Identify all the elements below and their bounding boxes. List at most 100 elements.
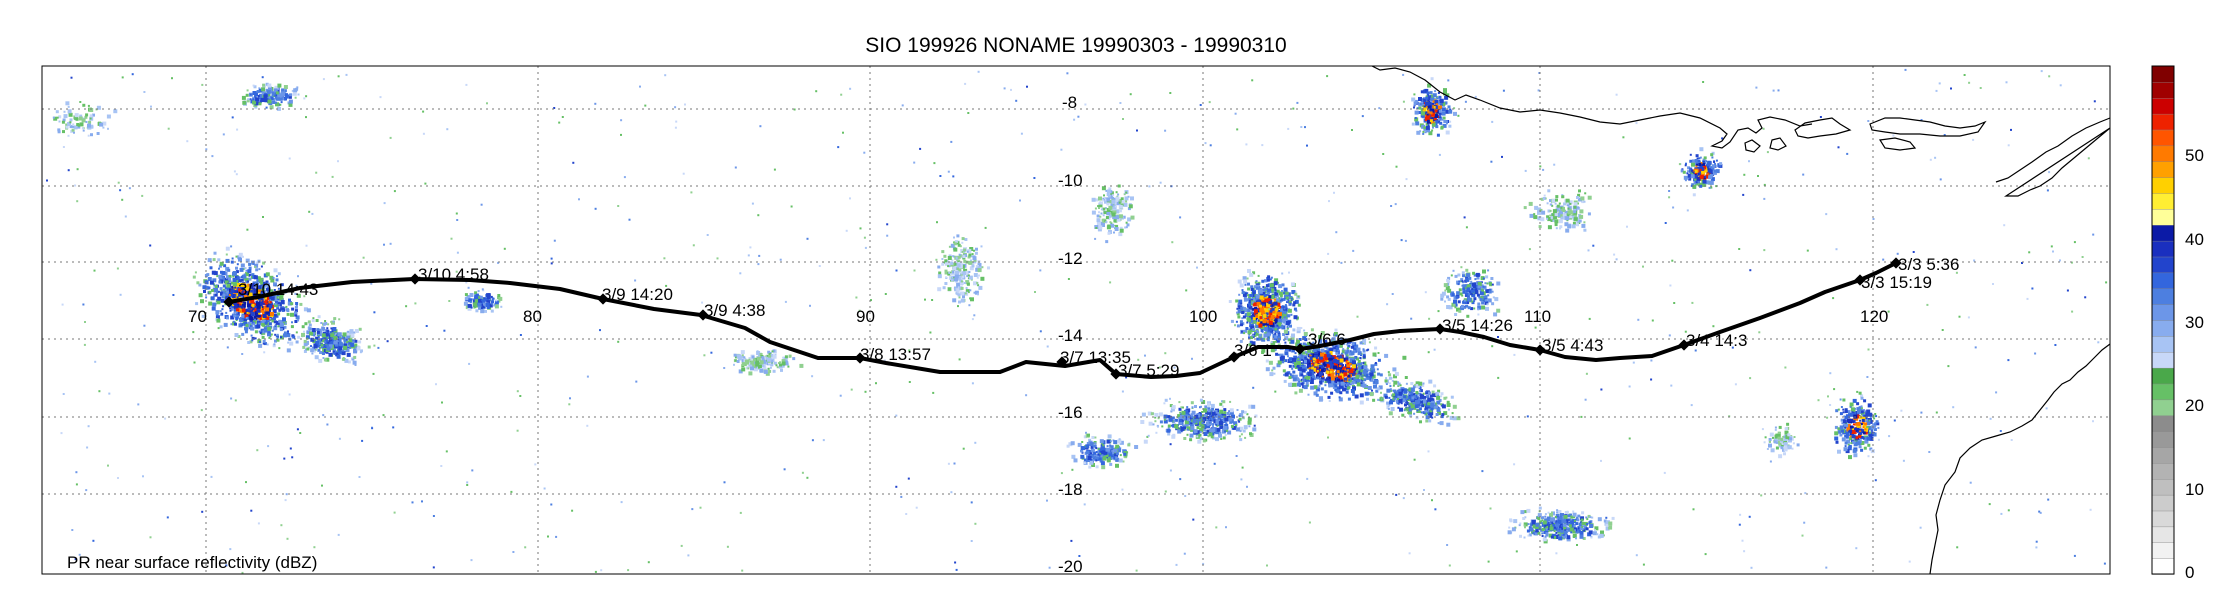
echo-pixel	[1119, 454, 1122, 457]
echo-pixel	[1314, 350, 1319, 355]
echo-pixel	[1698, 171, 1701, 174]
echo-pixel	[267, 295, 271, 300]
echo-pixel	[1430, 402, 1434, 407]
echo-pixel	[315, 319, 319, 322]
echo-pixel	[220, 298, 225, 303]
echo-pixel	[1090, 448, 1095, 453]
echo-pixel	[243, 289, 246, 292]
echo-pixel	[1251, 341, 1256, 346]
echo-pixel	[274, 333, 277, 336]
echo-pixel	[1107, 434, 1112, 439]
echo-pixel	[258, 268, 261, 271]
echo-pixel	[1837, 430, 1840, 433]
echo-pixel	[1388, 373, 1392, 377]
echo-pixel	[1849, 428, 1852, 431]
echo-pixel	[1243, 332, 1246, 335]
echo-pixel	[241, 290, 244, 293]
echo-pixel	[1252, 314, 1255, 316]
echo-pixel	[1454, 274, 1458, 278]
echo-pixel	[1852, 398, 1857, 403]
echo-pixel	[1312, 357, 1316, 361]
echo-pixel	[320, 322, 323, 324]
echo-pixel	[1390, 407, 1395, 411]
echo-pixel	[1402, 355, 1407, 360]
echo-pixel	[1318, 355, 1323, 360]
echo-pixel	[1106, 445, 1109, 448]
echo-pixel	[214, 285, 218, 288]
echo-pixel	[1094, 436, 1097, 439]
echo-pixel	[1443, 411, 1448, 416]
echo-pixel	[1605, 520, 1610, 525]
echo-pixel	[263, 328, 268, 333]
echo-pixel	[1346, 369, 1349, 372]
echo-pixel	[1861, 421, 1865, 425]
echo-pixel	[1555, 526, 1558, 530]
echo-pixel	[1351, 370, 1356, 375]
echo-pixel	[1567, 518, 1571, 522]
echo-pixel	[1356, 370, 1360, 373]
echo-pixel	[250, 334, 253, 337]
echo-pixel	[1394, 392, 1398, 396]
echo-pixel	[1187, 413, 1190, 417]
echo-pixel	[1449, 108, 1452, 111]
echo-pixel	[258, 340, 261, 343]
echo-pixel	[1222, 429, 1225, 432]
echo-pixel	[485, 296, 488, 299]
echo-pixel	[1283, 379, 1287, 383]
echo-pixel	[273, 317, 276, 320]
echo-pixel	[1286, 301, 1288, 304]
echo-pixel	[1253, 285, 1257, 289]
echo-pixel	[1350, 389, 1355, 393]
echo-pixel	[283, 331, 287, 335]
echo-pixel	[1282, 318, 1287, 323]
echo-pixel	[1339, 344, 1343, 348]
echo-pixel	[234, 308, 237, 311]
echo-pixel	[1257, 274, 1260, 277]
echo-pixel	[1269, 309, 1273, 313]
echo-pixel	[1422, 382, 1425, 385]
echo-pixel	[1415, 384, 1420, 389]
echo-pixel	[1434, 405, 1439, 410]
echo-pixel	[1146, 435, 1149, 438]
echo-pixel	[1334, 389, 1337, 391]
echo-pixel	[1109, 440, 1112, 443]
echo-pixel	[1257, 319, 1261, 323]
echo-pixel	[1328, 360, 1333, 365]
echo-pixel	[1221, 405, 1224, 408]
echo-pixel	[1277, 322, 1282, 327]
echo-pixel	[1699, 165, 1703, 168]
echo-pixel	[1248, 425, 1251, 428]
echo-pixel	[1097, 453, 1100, 456]
echo-pixel	[1105, 451, 1110, 456]
echo-pixel	[226, 283, 231, 288]
echo-pixel	[1703, 165, 1707, 169]
echo-pixel	[1686, 172, 1689, 175]
echo-pixel	[1201, 411, 1204, 413]
echo-pixel	[341, 357, 345, 361]
echo-pixel	[1270, 315, 1275, 319]
echo-pixel	[256, 324, 261, 329]
echo-pixel	[1247, 269, 1251, 273]
echo-pixel	[1696, 176, 1701, 181]
echo-pixel	[1335, 351, 1339, 355]
echo-pixel	[348, 338, 353, 343]
echo-pixel	[313, 350, 316, 353]
echo-pixel	[267, 325, 270, 328]
echo-pixel	[1710, 177, 1715, 182]
echo-pixel	[1352, 360, 1356, 365]
echo-pixel	[1432, 126, 1434, 129]
echo-pixel	[1558, 536, 1563, 541]
echo-pixel	[1286, 325, 1289, 328]
echo-pixel	[1174, 424, 1179, 429]
echo-pixel	[1422, 107, 1427, 112]
echo-pixel	[467, 306, 472, 311]
echo-pixel	[235, 266, 238, 270]
echo-pixel	[1352, 386, 1356, 391]
echo-pixel	[294, 305, 298, 309]
echo-pixel	[1439, 103, 1443, 107]
echo-pixel	[1863, 399, 1867, 403]
echo-pixel	[1329, 383, 1333, 388]
echo-pixel	[1143, 439, 1148, 444]
echo-pixel	[260, 308, 265, 313]
echo-pixel	[235, 270, 239, 274]
